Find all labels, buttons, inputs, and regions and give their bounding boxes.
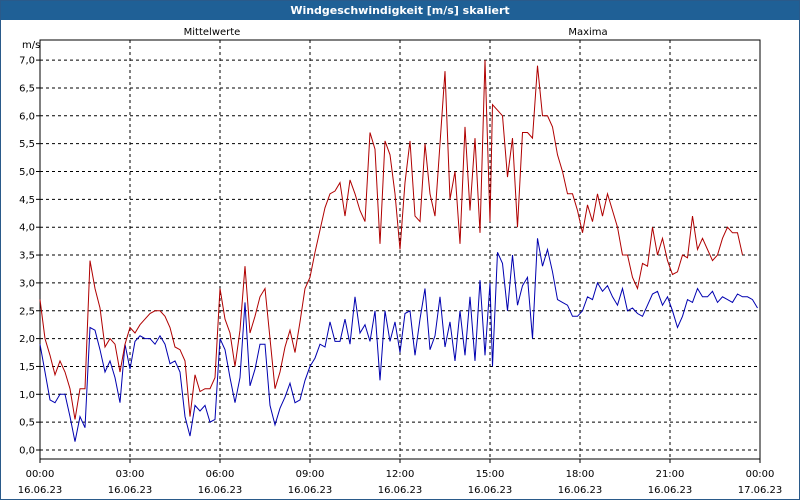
legend-entry-mittelwerte: Mittelwerte (184, 27, 241, 38)
x-tick-time: 00:00 (746, 469, 775, 480)
legend-entry-maxima: Maxima (568, 27, 607, 38)
x-tick-time: 03:00 (116, 469, 145, 480)
y-axis-ticks: 0,0 0,5 1,0 1,5 2,0 2,5 3,0 3,5 4,0 4,5 5,0 5,5 6,0 6… (19, 56, 40, 457)
x-tick-time: 15:00 (476, 469, 505, 480)
x-tick-time: 06:00 (206, 469, 235, 480)
y-tick-label: 1,0 (19, 390, 35, 401)
y-tick-label: 5,5 (19, 139, 35, 150)
y-tick-label: 4,0 (19, 223, 35, 234)
x-axis-ticks: 00:00 16.06.23 03:00 16.06.23 06:00 16.06.23 0… (18, 459, 783, 496)
series-lines (39, 60, 758, 442)
y-tick-label: 2,5 (19, 306, 35, 317)
x-tick-date: 16.06.23 (558, 485, 603, 496)
x-tick-date: 16.06.23 (288, 485, 333, 496)
x-tick-date: 16.06.23 (18, 485, 63, 496)
x-tick-time: 12:00 (386, 469, 415, 480)
grid-lines (40, 40, 760, 459)
x-tick-time: 18:00 (566, 469, 595, 480)
x-tick-date: 16.06.23 (468, 485, 513, 496)
x-tick-date: 16.06.23 (198, 485, 243, 496)
y-tick-label: 0,0 (19, 446, 35, 457)
legend: Mittelwerte Maxima (184, 27, 608, 38)
y-tick-label: 3,0 (19, 278, 35, 289)
y-tick-label: 6,5 (19, 83, 35, 94)
y-tick-label: 5,0 (19, 167, 35, 178)
x-tick-date: 16.06.23 (648, 485, 693, 496)
series-line-mittelwerte (39, 238, 758, 442)
y-tick-label: 7,0 (19, 56, 35, 67)
y-tick-label: 4,5 (19, 195, 35, 206)
y-tick-label: 2,0 (19, 334, 35, 345)
y-tick-label: 3,5 (19, 251, 35, 262)
x-tick-date: 17.06.23 (738, 485, 783, 496)
x-tick-date: 16.06.23 (378, 485, 423, 496)
y-axis-label: m/s (22, 40, 40, 51)
window-title: Windgeschwindigkeit [m/s] skaliert (1, 1, 799, 20)
series-line-maxima (39, 60, 743, 420)
x-tick-time: 00:00 (26, 469, 55, 480)
x-tick-time: 21:00 (656, 469, 685, 480)
x-tick-date: 16.06.23 (108, 485, 153, 496)
y-tick-label: 1,5 (19, 362, 35, 373)
x-tick-time: 09:00 (296, 469, 325, 480)
y-tick-label: 0,5 (19, 418, 35, 429)
y-tick-label: 6,0 (19, 111, 35, 122)
